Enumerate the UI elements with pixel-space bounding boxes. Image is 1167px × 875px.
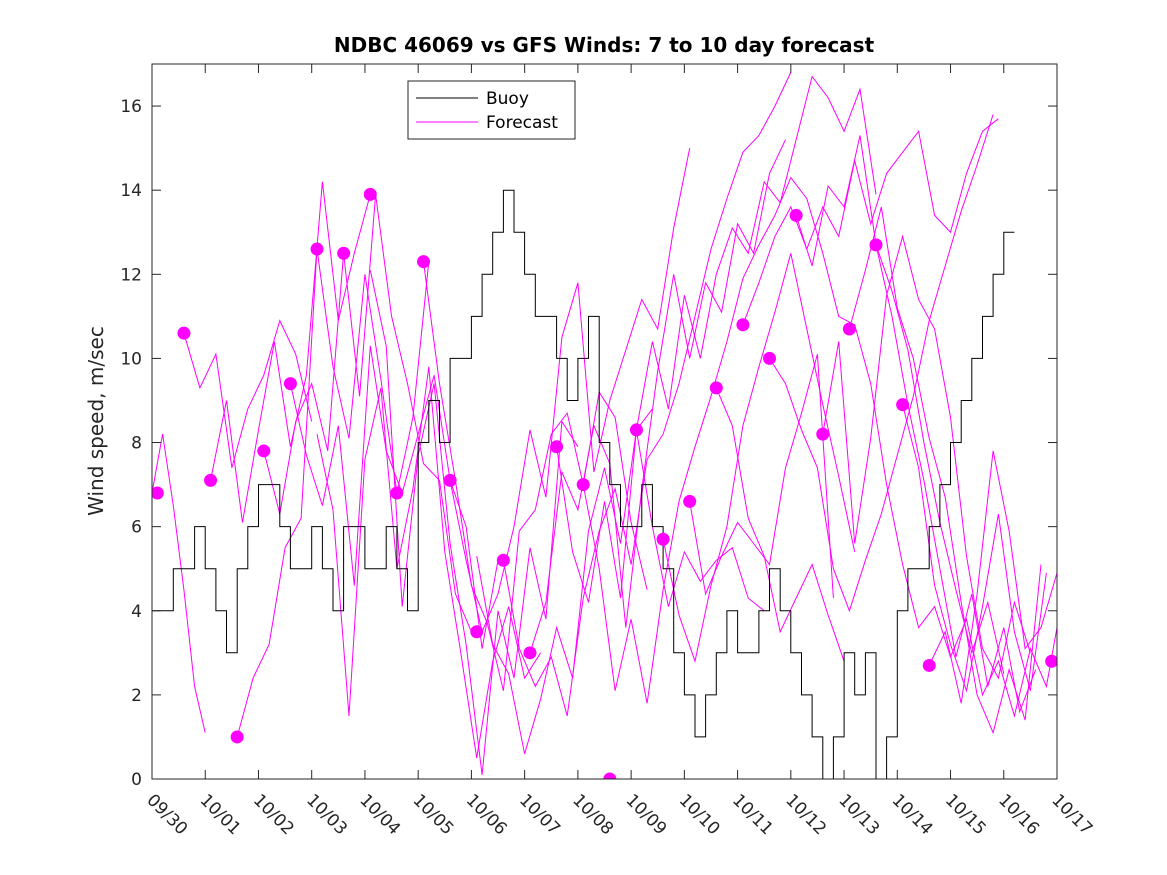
forecast-line [529,139,786,653]
forecast-point [177,326,191,340]
y-axis: 0 2 4 6 8 10 12 14 16 [120,97,1057,790]
forecast-point [656,532,670,546]
forecast-point [230,730,244,744]
y-tick-label: 14 [120,181,142,201]
forecast-point [576,478,590,492]
forecast-line [902,404,1047,693]
forecast-line [449,148,691,634]
forecast-line [502,72,792,717]
forecast-point [443,473,457,487]
forecast-line [183,319,313,468]
forecast-line [556,75,877,603]
y-tick-label: 12 [120,265,142,285]
forecast-point [470,625,484,639]
forecast-line [152,434,206,733]
legend: Buoy Forecast [407,80,576,140]
forecast-point [417,255,430,269]
forecast-point [363,187,377,201]
forecast-line [423,261,648,691]
forecast-point [152,486,164,500]
forecast-point [922,658,936,672]
forecast-point [550,440,564,454]
buoy-line-group [152,189,1015,779]
forecast-point [496,553,510,567]
y-tick-label: 4 [131,602,142,622]
forecast-point [523,646,537,660]
forecast-line [822,234,1031,680]
y-tick-label: 0 [131,770,142,790]
forecast-line [316,366,542,759]
forecast-point [842,322,856,336]
forecast-line [715,387,845,662]
legend-buoy-label: Buoy [486,89,529,109]
chart-title: NDBC 46069 vs GFS Winds: 7 to 10 day for… [334,33,875,57]
y-tick-label: 8 [131,434,142,454]
forecast-line [742,118,999,325]
forecast-point [816,427,830,441]
forecast-point [603,772,617,779]
buoy-line [152,189,1015,779]
forecast-point [683,494,697,508]
forecast-point [709,381,723,395]
forecast-point [736,318,750,332]
forecast-point [763,351,777,365]
forecast-point [310,242,324,256]
forecast-point [629,423,643,437]
forecast-line [369,269,579,775]
forecast-line [769,114,994,613]
forecast-point [337,246,351,260]
forecast-point [204,473,218,487]
forecast-point [1045,654,1057,668]
forecast-point [283,377,297,391]
forecast-point [869,238,883,252]
forecast-line [689,354,834,599]
forecast-line [210,181,371,523]
forecast-point [896,398,910,412]
forecast-line [928,450,1057,704]
forecast-point [257,444,271,458]
y-tick-label: 2 [131,686,142,706]
plot-frame [151,63,1058,780]
y-axis-label: Wind speed, m/sec [84,326,108,516]
forecast-lines [152,72,1057,775]
forecast-point [789,208,803,222]
y-tick-label: 6 [131,518,142,538]
legend-forecast-label: Forecast [486,113,558,133]
forecast-point [390,486,404,500]
y-tick-label: 16 [120,97,142,117]
forecast-line [875,244,1037,714]
forecast-line [263,194,472,632]
y-tick-label: 10 [120,349,142,369]
forecast-line [635,429,765,612]
plot-area [152,64,1057,779]
forecast-line [848,206,1042,735]
forecast-line [582,176,1057,718]
legend-box [407,80,576,140]
forecast-points [152,187,1057,779]
forecast-line [795,135,1005,675]
forecast-line [662,253,856,664]
